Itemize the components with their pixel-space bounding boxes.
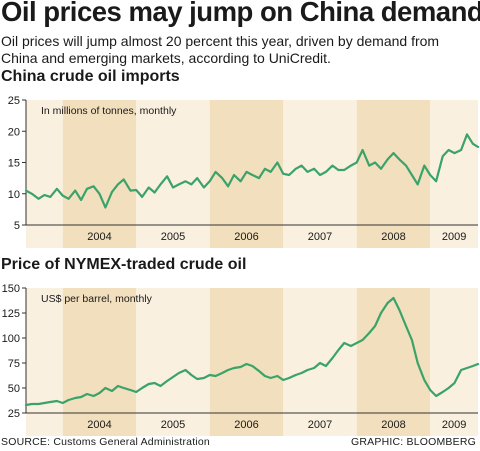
year-band: [209, 288, 284, 436]
x-tick-label: 2005: [161, 231, 185, 243]
graphic-credit: GRAPHIC: BLOOMBERG: [351, 436, 476, 448]
year-band: [136, 100, 210, 248]
year-band: [209, 100, 284, 248]
y-tick-label: 75: [8, 358, 20, 370]
y-tick-label: 125: [2, 308, 20, 320]
x-tick-label: 2006: [234, 419, 258, 431]
x-tick-label: 2008: [381, 231, 405, 243]
chart-title-imports: China crude oil imports: [1, 68, 180, 85]
chart-nymex-price: US$ per barrel, monthly 25 50 75 100 125 150 20…: [2, 283, 480, 436]
x-tick-label: 2004: [87, 419, 111, 431]
year-band: [26, 100, 63, 248]
y-tick-label: 150: [2, 283, 20, 295]
y-tick-label: 15: [8, 158, 20, 170]
x-tick-label: 2007: [308, 419, 332, 431]
x-tick-label: 2008: [381, 419, 405, 431]
x-tick-label: 2004: [87, 231, 111, 243]
headline: Oil prices may jump on China demand: [1, 0, 480, 27]
x-tick-label: 2009: [442, 231, 466, 243]
y-tick-label: 25: [8, 408, 20, 420]
year-band: [356, 100, 431, 248]
series-line: [24, 296, 480, 407]
chart-china-imports: In millions of tonnes, monthly 5 10 15 20 25 2…: [8, 95, 480, 248]
y-tick-label: 50: [8, 383, 20, 395]
year-band: [62, 288, 137, 436]
dek: Oil prices will jump almost 20 percent t…: [1, 33, 440, 66]
chart-title-nymex: Price of NYMEX-traded crude oil: [1, 256, 247, 273]
y-tick-label: 100: [2, 333, 20, 345]
y-tick-label: 5: [14, 220, 20, 232]
year-bands: [26, 288, 478, 436]
y-tick-label: 25: [8, 95, 20, 107]
unit-annotation: In millions of tonnes, monthly: [41, 105, 177, 117]
series-line: [24, 133, 480, 209]
x-tick-label: 2009: [442, 419, 466, 431]
x-tick-label: 2005: [161, 419, 185, 431]
y-tick-label: 10: [8, 189, 20, 201]
unit-annotation: US$ per barrel, monthly: [41, 293, 153, 305]
source-note: SOURCE: Customs General Administration: [1, 436, 210, 448]
year-band: [356, 288, 431, 436]
year-band: [62, 100, 137, 248]
x-tick-label: 2006: [234, 231, 258, 243]
y-tick-label: 20: [8, 126, 20, 138]
year-band: [136, 288, 210, 436]
year-band: [430, 288, 478, 436]
x-tick-label: 2007: [308, 231, 332, 243]
year-band: [26, 288, 63, 436]
